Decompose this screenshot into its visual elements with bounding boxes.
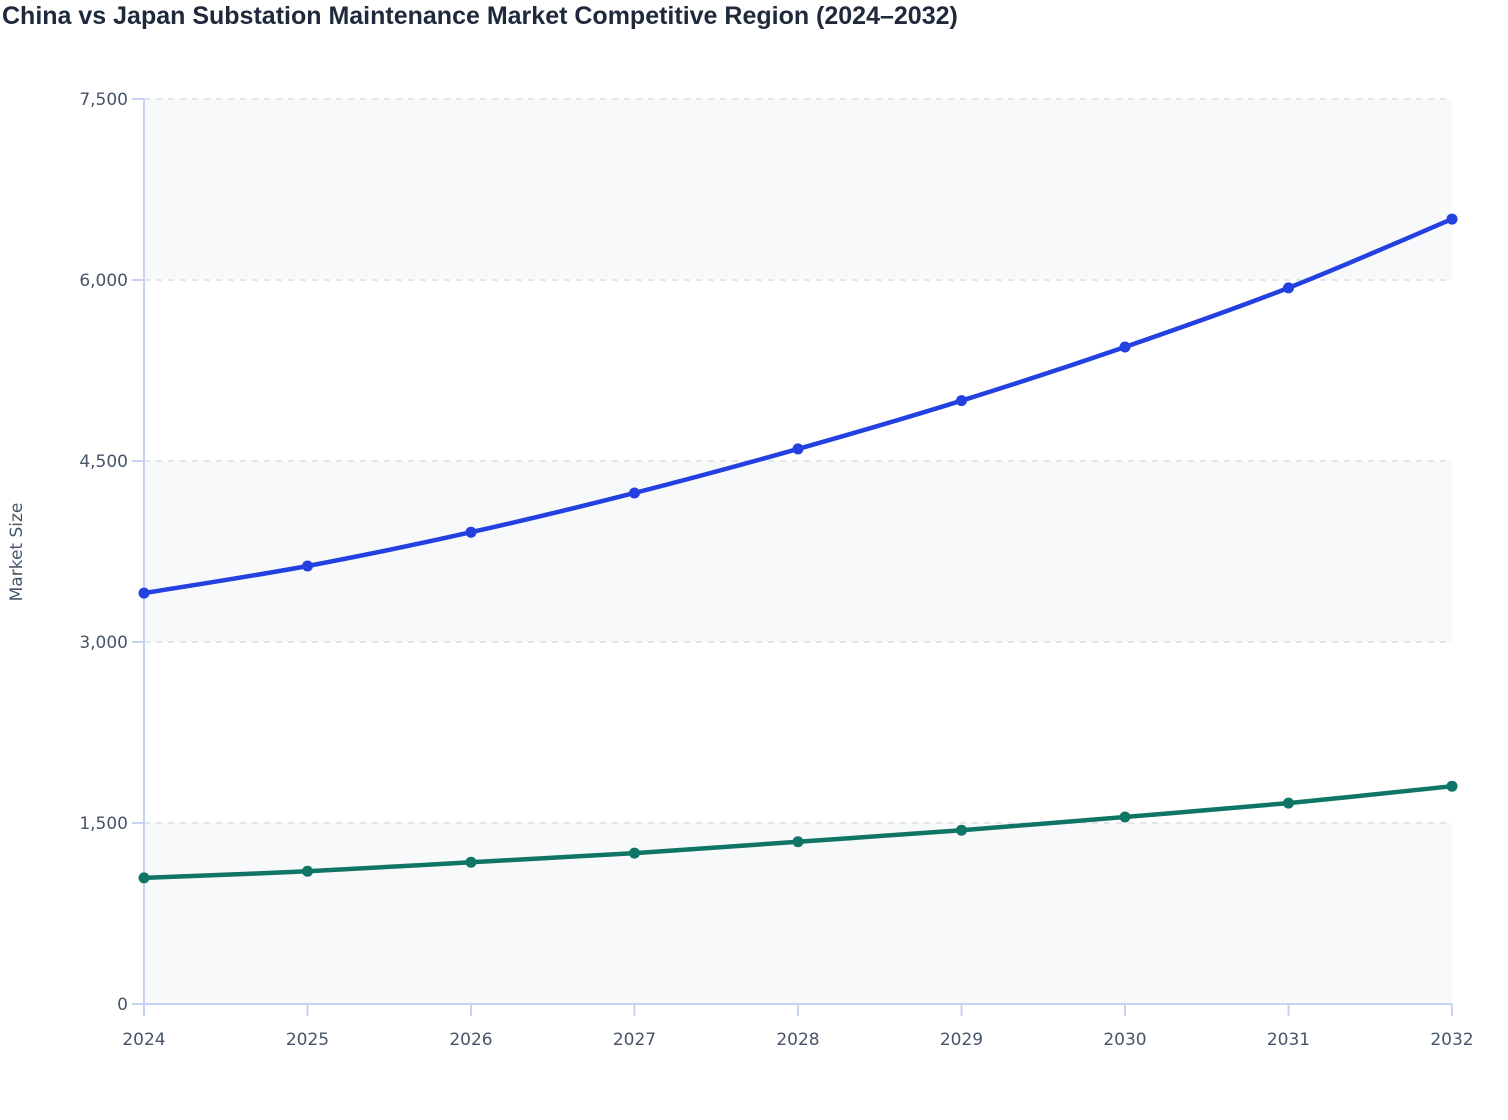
x-tick-label: 2030 [1103,1030,1146,1050]
data-point [792,443,804,455]
y-tick-label: 1,500 [79,814,128,834]
data-point [792,836,804,848]
x-tick-label: 2024 [122,1030,165,1050]
y-tick-label: 3,000 [79,633,128,653]
data-point [1283,282,1294,294]
y-tick-label: 7,500 [79,90,128,110]
data-point [1283,797,1294,809]
x-tick-label: 2027 [613,1030,656,1050]
data-point [302,865,313,877]
data-point [1446,213,1458,225]
y-axis-label: Market Size [7,503,27,602]
data-point [465,856,477,868]
data-point [629,487,640,499]
y-tick-label: 4,500 [79,452,128,472]
data-point [138,587,150,599]
data-point [465,526,477,538]
grid-band [144,461,1452,642]
data-point [138,872,150,884]
grid-band [144,99,1452,280]
x-tick-label: 2026 [449,1030,492,1050]
series-line-0 [143,216,1453,596]
y-tick-label: 0 [117,995,128,1015]
data-point [1119,341,1131,353]
grid-band [144,823,1452,1004]
x-tick-label: 2029 [940,1030,983,1050]
chart-title: China vs Japan Substation Maintenance Ma… [2,2,958,30]
x-tick-label: 2031 [1267,1030,1310,1050]
y-tick-label: 6,000 [79,271,128,291]
data-point [1446,780,1458,792]
data-point [956,395,967,407]
data-point [302,560,313,572]
data-point [1119,811,1131,823]
x-tick-label: 2025 [286,1030,329,1050]
data-point [629,847,640,859]
data-point [956,824,967,836]
x-tick-label: 2028 [776,1030,819,1050]
x-tick-label: 2032 [1430,1030,1473,1050]
